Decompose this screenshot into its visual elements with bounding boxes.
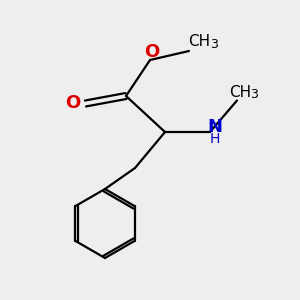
- Text: 3: 3: [210, 38, 218, 51]
- Text: 3: 3: [250, 88, 258, 101]
- Text: H: H: [209, 132, 220, 145]
- Text: O: O: [65, 94, 80, 112]
- Text: CH: CH: [188, 34, 211, 50]
- Text: CH: CH: [229, 85, 251, 100]
- Text: O: O: [144, 43, 159, 61]
- Text: N: N: [207, 118, 222, 136]
